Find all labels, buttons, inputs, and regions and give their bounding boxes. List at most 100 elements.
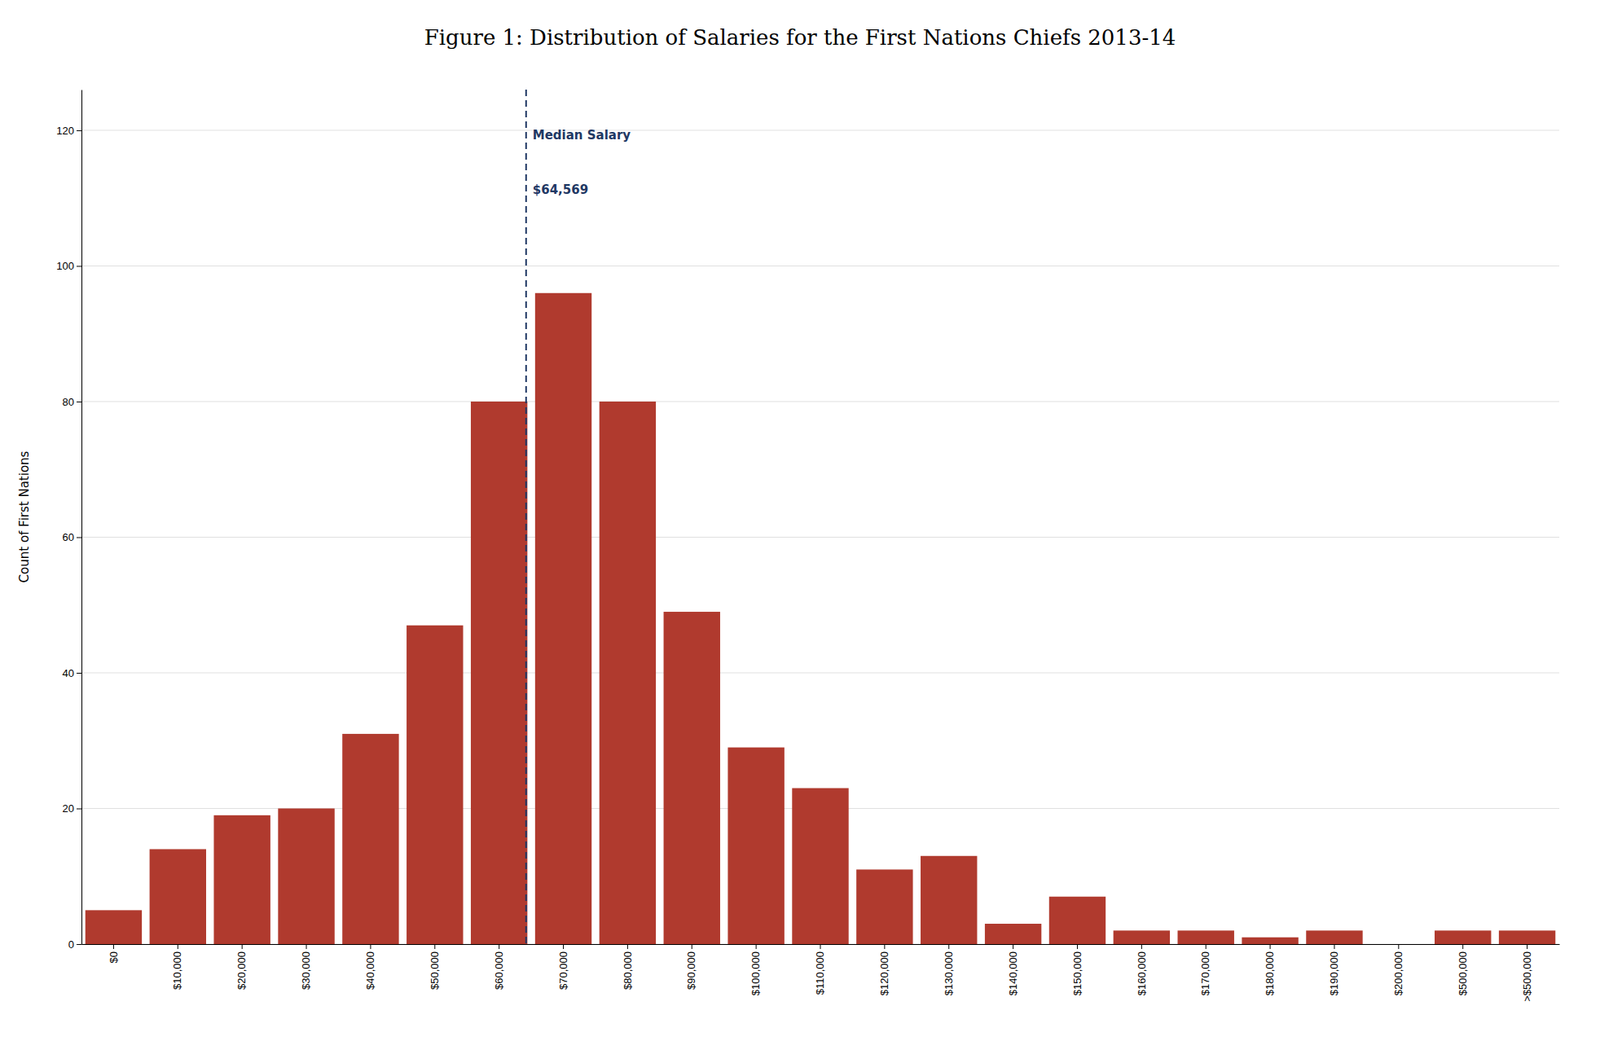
x-tick: $100,000 [749,944,762,996]
median-annotation: Median Salary [532,127,632,143]
x-tick-label: $190,000 [1327,951,1341,996]
bar [1498,930,1556,945]
x-tick-label: $50,000 [428,951,441,990]
x-tick-mark [369,944,371,950]
y-tick: 100 [56,259,82,273]
y-tick-mark [76,944,82,946]
y-tick: 120 [56,124,82,137]
x-tick-label: $90,000 [685,951,698,990]
bar [727,747,784,945]
grid-line [81,672,1560,673]
y-tick-label: 60 [62,531,75,544]
x-tick-mark [1012,944,1014,950]
chart: Figure 1: Distribution of Salaries for t… [0,0,1600,1050]
x-tick-mark [1270,944,1271,950]
y-tick-mark [76,130,82,132]
x-tick-label: $120,000 [878,951,891,996]
x-tick-mark [820,944,822,950]
bar [1049,896,1106,945]
x-tick: $200,000 [1392,944,1405,996]
bar [277,808,335,945]
x-tick-mark [691,944,693,950]
x-tick-mark [498,944,500,950]
x-tick: $130,000 [942,944,955,996]
grid [81,130,1560,945]
x-tick-label: $500,000 [1456,951,1469,996]
y-tick: 80 [62,395,82,409]
x-tick-mark [627,944,629,950]
x-tick: >$500,000 [1520,944,1534,1003]
x-tick-mark [1526,944,1528,950]
x-tick-label: $140,000 [1006,951,1020,996]
x-tick-label: $40,000 [364,951,377,990]
x-tick-mark [241,944,243,950]
x-tick-mark [306,944,308,950]
x-tick-label: $130,000 [942,951,955,996]
x-tick: $150,000 [1071,944,1084,996]
x-tick-label: $20,000 [235,951,248,990]
x-axis: $0 $10,000 $20,000 $30,000 $40,000 $50,000 $60… [82,944,1561,1003]
bar [791,788,849,945]
y-tick-mark [76,536,82,538]
y-tick-label: 100 [56,259,75,273]
median-line [525,89,528,945]
x-tick-label: $10,000 [171,951,184,990]
grid-line [81,265,1560,267]
x-tick-mark [948,944,950,950]
y-tick: 0 [68,938,82,951]
x-tick-mark [756,944,757,950]
y-tick: 60 [62,531,82,544]
bar [85,909,142,945]
y-tick-label: 120 [56,124,75,137]
bar [663,611,721,945]
x-tick-label: $80,000 [621,951,634,990]
x-tick: $180,000 [1263,944,1276,996]
y-tick: 20 [62,802,82,815]
bar [149,848,207,945]
x-tick: $160,000 [1135,944,1148,996]
x-tick-label: $60,000 [492,951,506,990]
y-tick-label: 20 [62,802,75,815]
annotations: Median Salary$64,569 [532,127,632,198]
x-tick-label: $180,000 [1263,951,1276,996]
x-tick-mark [1076,944,1078,950]
x-tick-label: $110,000 [813,951,827,995]
x-tick-mark [1462,944,1464,950]
x-tick-label: $100,000 [749,951,762,996]
x-tick-label: $30,000 [299,951,313,990]
x-tick: $60,000 [492,944,506,990]
x-tick: $70,000 [557,944,570,990]
bar [1305,930,1363,945]
x-tick-mark [883,944,885,950]
bar [1434,930,1491,945]
x-tick: $50,000 [428,944,441,990]
x-tick-mark [434,944,436,950]
x-tick-label: $160,000 [1135,951,1148,996]
x-tick-label: $150,000 [1071,951,1084,996]
bar [856,869,913,945]
x-tick-mark [1205,944,1207,950]
bar [984,923,1042,945]
x-tick: $30,000 [299,944,313,990]
y-tick-label: 80 [62,395,75,409]
x-tick-mark [1141,944,1143,950]
bar [342,734,399,945]
x-tick: $0 [107,944,120,963]
y-axis-line [81,90,83,946]
y-axis-title: Count of First Nations [17,450,32,583]
x-tick-mark [1333,944,1335,950]
x-tick: $90,000 [685,944,698,990]
x-tick-mark [113,944,115,950]
bar [535,293,592,945]
x-tick-label: $70,000 [557,951,570,990]
y-tick-mark [76,265,82,267]
bar [920,856,977,945]
plot: 0 20 40 60 80 100 120 $0 $10,000 $20,000 $30,000 $4… [56,89,1560,1003]
y-tick-label: 40 [62,667,75,680]
x-tick: $120,000 [878,944,891,996]
x-tick: $80,000 [621,944,634,990]
bar [213,815,270,945]
y-tick-label: 0 [68,938,75,951]
grid-line [81,400,1560,402]
bar [1370,944,1427,946]
